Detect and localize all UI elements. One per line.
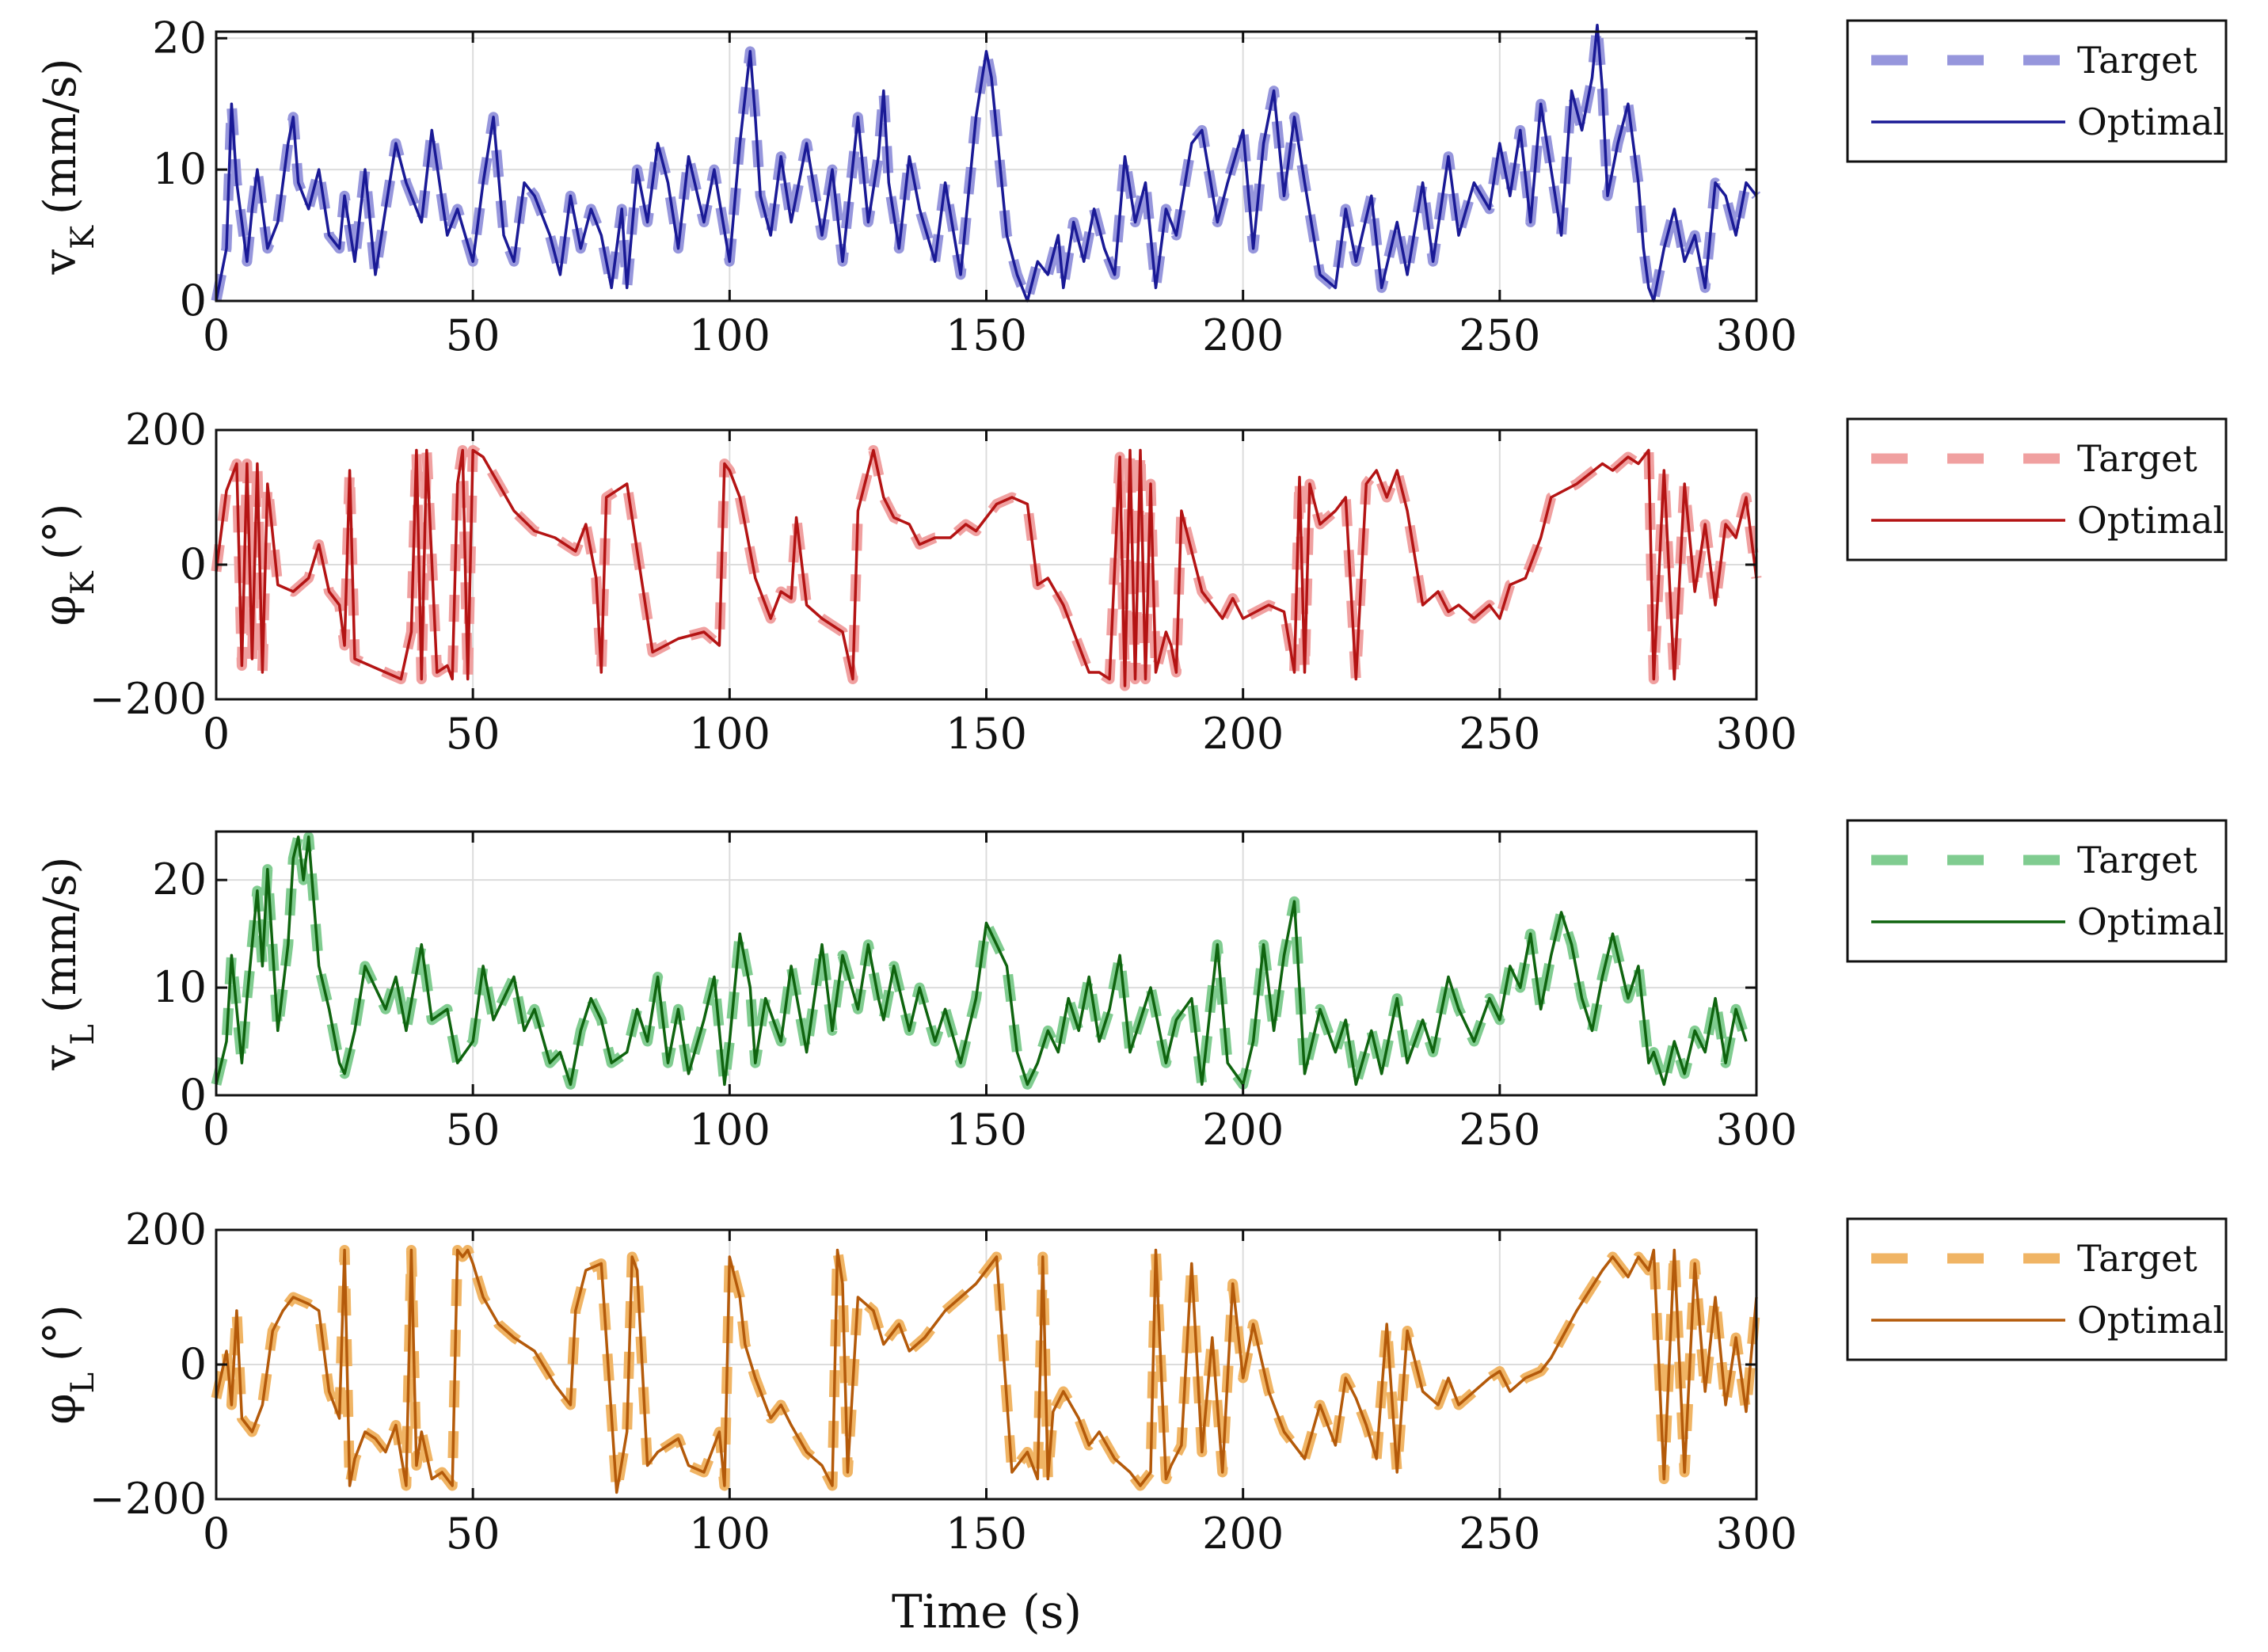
optimal-series-line bbox=[215, 448, 1758, 687]
y-tick-label: 20 bbox=[152, 13, 207, 63]
optimal-series-line bbox=[215, 1248, 1758, 1494]
y-axis-label: φL(°) bbox=[35, 1304, 101, 1424]
legend: Target Optimal bbox=[1846, 417, 2228, 561]
x-tick-label: 0 bbox=[203, 1105, 230, 1155]
y-tick-label: 10 bbox=[152, 962, 207, 1012]
legend: Target Optimal bbox=[1846, 19, 2228, 163]
x-axis-label: Time (s) bbox=[892, 1585, 1082, 1639]
y-tick-label: 0 bbox=[180, 539, 207, 589]
x-tick-label: 200 bbox=[1202, 1509, 1284, 1559]
y-axis-label: vK(mm/s) bbox=[35, 58, 101, 275]
y-tick-label: 10 bbox=[152, 144, 207, 194]
legend-box bbox=[1846, 417, 2228, 561]
optimal-series-line bbox=[215, 836, 1748, 1087]
chart-panel-2: 0 50 100 150 200 250 300−2000200φK(°)TargetOpt… bbox=[35, 405, 2228, 759]
y-tick-label: 0 bbox=[180, 1070, 207, 1120]
x-tick-label: 0 bbox=[203, 310, 230, 360]
legend-box bbox=[1846, 19, 2228, 163]
y-tick-label: 0 bbox=[180, 1339, 207, 1389]
y-axis-label: φK(°) bbox=[35, 504, 101, 626]
legend-box bbox=[1846, 819, 2228, 963]
x-tick-label: 200 bbox=[1202, 709, 1284, 759]
x-tick-label: 150 bbox=[946, 1105, 1027, 1155]
x-tick-label: 250 bbox=[1459, 310, 1540, 360]
optimal-series-line bbox=[215, 23, 1758, 303]
x-tick-label: 100 bbox=[689, 310, 771, 360]
x-tick-label: 100 bbox=[689, 709, 771, 759]
x-tick-label: 250 bbox=[1459, 709, 1540, 759]
legend-optimal-label: Optimal bbox=[2077, 900, 2224, 943]
x-tick-label: 50 bbox=[446, 1509, 500, 1559]
legend-target-label: Target bbox=[2077, 39, 2198, 82]
x-tick-label: 150 bbox=[946, 1509, 1027, 1559]
y-tick-label: −200 bbox=[89, 674, 207, 724]
x-tick-label: 150 bbox=[946, 709, 1027, 759]
x-tick-label: 250 bbox=[1459, 1509, 1540, 1559]
legend-optimal-label: Optimal bbox=[2077, 101, 2224, 143]
legend-optimal-label: Optimal bbox=[2077, 1299, 2224, 1342]
legend-box bbox=[1846, 1217, 2228, 1361]
legend-target-label: Target bbox=[2077, 437, 2198, 480]
chart-panel-1: 0 50 100 150 200 250 300 0 10 20 vK(mm/s) Target Opt… bbox=[35, 13, 2228, 360]
x-tick-label: 200 bbox=[1202, 310, 1284, 360]
chart-panel-3: 0 50 100 150 200 250 300 0 10 20 vL(mm/s) Target Opt… bbox=[35, 819, 2228, 1155]
y-axis-label: vL(mm/s) bbox=[35, 857, 101, 1072]
legend: Target Optimal bbox=[1846, 1217, 2228, 1361]
x-tick-label: 200 bbox=[1202, 1105, 1284, 1155]
legend: Target Optimal bbox=[1846, 819, 2228, 963]
y-tick-label: 20 bbox=[152, 855, 207, 904]
x-tick-label: 150 bbox=[946, 310, 1027, 360]
x-tick-label: 100 bbox=[689, 1509, 771, 1559]
y-tick-label: 0 bbox=[180, 276, 207, 325]
x-tick-label: 50 bbox=[446, 1105, 500, 1155]
legend-optimal-label: Optimal bbox=[2077, 499, 2224, 542]
x-tick-label: 300 bbox=[1715, 310, 1797, 360]
x-tick-label: 100 bbox=[689, 1105, 771, 1155]
x-tick-label: 0 bbox=[203, 1509, 230, 1559]
y-tick-label: −200 bbox=[89, 1474, 207, 1524]
y-tick-label: 200 bbox=[125, 405, 207, 455]
y-tick-label: 200 bbox=[125, 1205, 207, 1254]
chart-panel-4: 0 50 100 150 200 250 300−2000200φL(°)TargetOpt… bbox=[35, 1205, 2228, 1559]
x-tick-label: 300 bbox=[1715, 709, 1797, 759]
x-tick-label: 50 bbox=[446, 310, 500, 360]
x-tick-label: 300 bbox=[1715, 1509, 1797, 1559]
legend-target-label: Target bbox=[2077, 1237, 2198, 1280]
x-tick-label: 300 bbox=[1715, 1105, 1797, 1155]
legend-target-label: Target bbox=[2077, 839, 2198, 881]
x-tick-label: 0 bbox=[203, 709, 230, 759]
x-tick-label: 250 bbox=[1459, 1105, 1540, 1155]
x-tick-label: 50 bbox=[446, 709, 500, 759]
